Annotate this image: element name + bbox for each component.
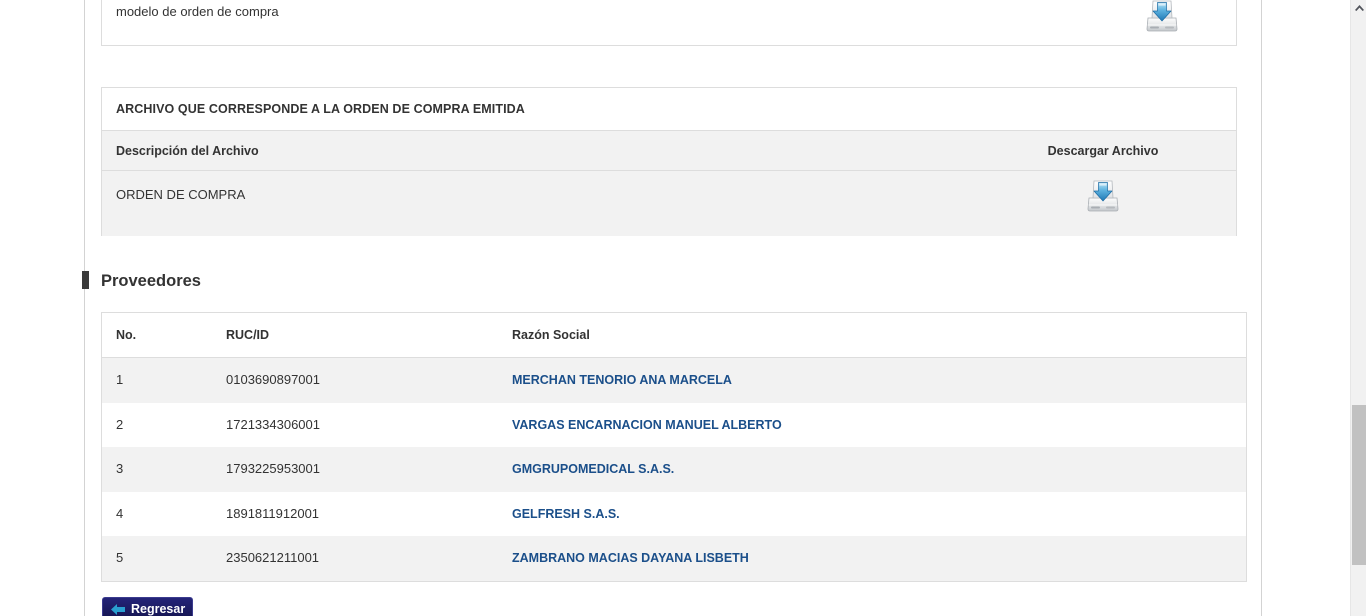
proveedor-no: 5 — [116, 550, 124, 566]
table-row: 2 1721334306001 VARGAS ENCARNACION MANUE… — [102, 402, 1246, 448]
proveedor-no: 3 — [116, 461, 124, 477]
proveedor-razon-social-link[interactable]: VARGAS ENCARNACION MANUEL ALBERTO — [512, 417, 782, 432]
proveedores-heading: Proveedores — [82, 268, 201, 294]
download-disk-icon[interactable] — [1144, 0, 1180, 35]
proveedor-no: 2 — [116, 416, 124, 432]
proveedor-razon-social-link[interactable]: GMGRUPOMEDICAL S.A.S. — [512, 462, 675, 477]
archivo-row-download-cell — [1043, 177, 1163, 215]
proveedor-ruc: 1793225953001 — [226, 461, 320, 477]
proveedor-no: 4 — [116, 505, 124, 521]
back-button[interactable]: Regresar — [102, 597, 193, 616]
top-file-description: modelo de orden de compra — [116, 4, 279, 19]
proveedor-razon-social-link[interactable]: MERCHAN TENORIO ANA MARCELA — [512, 373, 732, 387]
archivo-row-descripcion: ORDEN DE COMPRA — [116, 187, 246, 202]
proveedores-col-ruc: RUC/ID — [226, 328, 270, 342]
right-guide-rule — [1261, 0, 1262, 616]
proveedor-ruc: 1891811912001 — [226, 505, 320, 521]
proveedores-col-no: No. — [116, 328, 137, 342]
archivo-panel-title: ARCHIVO QUE CORRESPONDE A LA ORDEN DE CO… — [102, 88, 1236, 130]
archivo-col-descripcion: Descripción del Archivo — [116, 144, 259, 158]
left-guide-rule — [84, 0, 85, 616]
top-file-download-cell — [1102, 0, 1222, 35]
archivo-col-descargar: Descargar Archivo — [1047, 144, 1159, 158]
proveedor-razon-social-link[interactable]: GELFRESH S.A.S. — [512, 506, 620, 521]
table-row: 5 2350621211001 ZAMBRANO MACIAS DAYANA L… — [102, 536, 1246, 581]
vertical-scrollbar[interactable] — [1350, 0, 1366, 616]
scrollbar-track-lower[interactable] — [1351, 565, 1366, 616]
table-row: 3 1793225953001 GMGRUPOMEDICAL S.A.S. — [102, 447, 1246, 492]
table-row: 1 0103690897001 MERCHAN TENORIO ANA MARC… — [102, 358, 1246, 403]
archivo-table-header: Descripción del Archivo Descargar Archiv… — [102, 130, 1236, 171]
proveedores-table-header: No. RUC/ID Razón Social — [102, 313, 1246, 358]
table-row: 4 1891811912001 GELFRESH S.A.S. — [102, 491, 1246, 537]
chevron-up-icon[interactable] — [1351, 0, 1366, 17]
back-button-label: Regresar — [131, 602, 186, 616]
proveedores-col-razon-social: Razón Social — [512, 328, 590, 342]
scrollbar-track-upper[interactable] — [1351, 17, 1366, 405]
proveedor-ruc: 1721334306001 — [226, 416, 320, 432]
proveedor-razon-social-link[interactable]: ZAMBRANO MACIAS DAYANA LISBETH — [512, 551, 749, 566]
table-row: ORDEN DE COMPRA — [102, 171, 1236, 236]
top-file-panel: modelo de orden de compra — [101, 0, 1237, 46]
scrollbar-thumb[interactable] — [1352, 405, 1366, 565]
proveedor-ruc: 0103690897001 — [226, 372, 320, 387]
archivo-panel: ARCHIVO QUE CORRESPONDE A LA ORDEN DE CO… — [101, 87, 1237, 236]
download-disk-icon[interactable] — [1085, 177, 1121, 215]
section-marker-icon — [82, 271, 89, 289]
proveedor-no: 1 — [116, 372, 124, 387]
proveedores-heading-label: Proveedores — [101, 272, 201, 290]
proveedores-table: No. RUC/ID Razón Social 1 0103690897001 … — [101, 312, 1247, 582]
proveedor-ruc: 2350621211001 — [226, 550, 320, 566]
